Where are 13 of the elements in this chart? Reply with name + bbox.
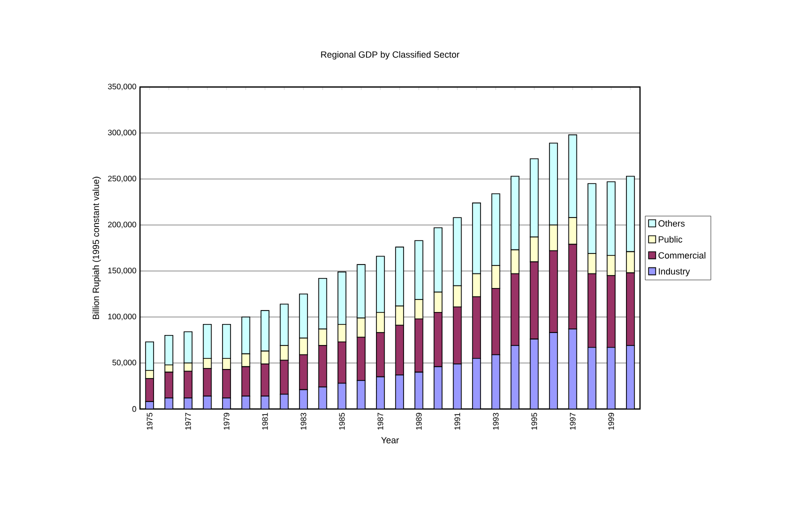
bar <box>452 364 462 409</box>
legend-label: Industry <box>658 268 690 276</box>
bar <box>568 328 578 409</box>
bar <box>606 346 616 409</box>
legend-label: Commercial <box>658 252 706 259</box>
legend-label: Others <box>658 220 685 227</box>
chart-title: Regional GDP by Classified Sector <box>321 51 460 60</box>
x-axis-title: Year <box>381 437 399 444</box>
y-axis-title: Billion Rupiah (1995 constant value) <box>92 176 101 320</box>
bar <box>530 338 539 409</box>
bar <box>356 380 366 409</box>
legend-label: Public <box>658 236 682 243</box>
bar <box>491 354 500 409</box>
